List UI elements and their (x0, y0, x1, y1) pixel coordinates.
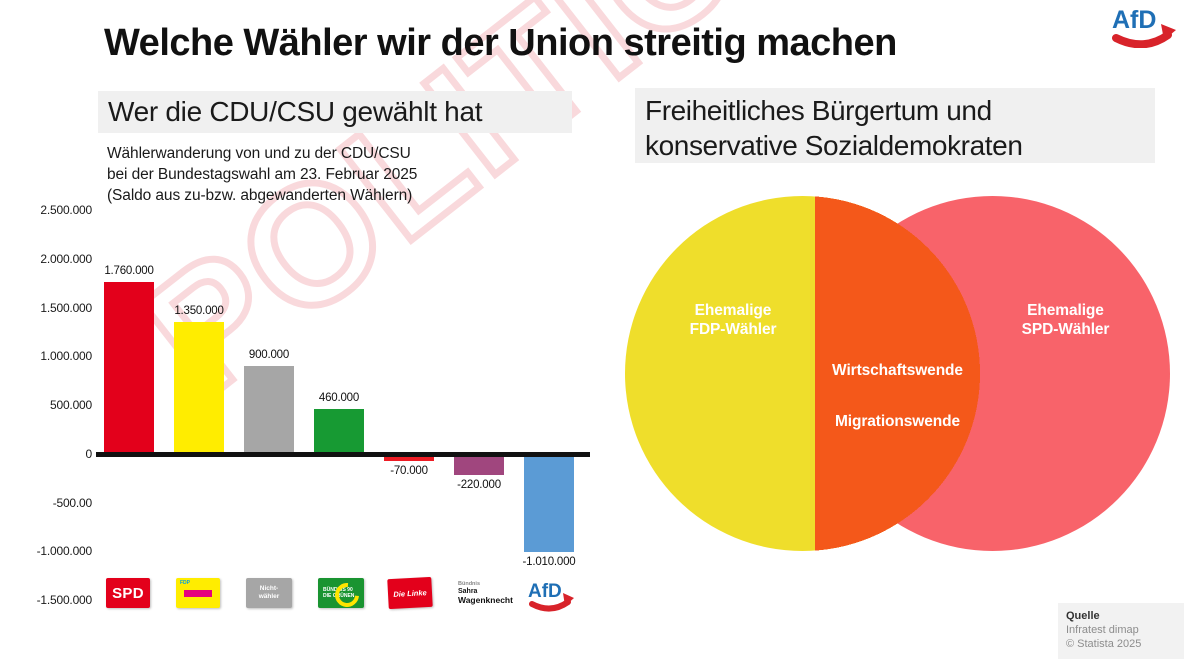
party-logo-bsw: Bündnis Sahra Wagenknecht (458, 578, 520, 608)
gruene-label: BÜNDNIS 90 DIE GRÜNEN (323, 587, 355, 599)
right-panel: Freiheitliches Bürgertum und konservativ… (625, 0, 1192, 667)
venn-title-line-2: konservative Sozialdemokraten (645, 130, 1023, 161)
description-line-3: (Saldo aus zu-bzw. abgewanderten Wählern… (107, 187, 413, 204)
bsw-line-1: Bündnis (458, 581, 480, 587)
party-logo-afd: AfD (526, 578, 578, 612)
fdp-logo-bar (184, 589, 212, 597)
venn-label-migrationswende: Migrationswende (834, 413, 961, 430)
venn-title-background (635, 88, 1155, 163)
venn-title-line-1: Freiheitliches Bürgertum und (645, 95, 992, 126)
linke-logo-text: Die Linke (393, 587, 427, 599)
chart-bar (174, 322, 224, 454)
bsw-line-3: Wagenknecht (458, 594, 513, 605)
afd-logo: AfD (1106, 2, 1184, 49)
bar-value-label: -1.010.000 (522, 556, 576, 569)
source-heading: Quelle (1066, 610, 1100, 622)
y-axis-tick-label: -1.000.000 (36, 544, 93, 559)
bar-value-label: -70.000 (390, 464, 428, 477)
chart-bar (314, 408, 364, 454)
y-axis-labels: 2.500.000 2.000.000 1.500.000 1.000.000 500.… (0, 203, 93, 607)
page-title: Welche Wähler wir der Union streitig mac… (104, 22, 897, 64)
left-panel-description: Wählerwanderung von und zu der CDU/CSU b… (107, 143, 417, 206)
left-subtitle-background (98, 91, 572, 133)
venn-title: Freiheitliches Bürgertum und konservativ… (645, 93, 1023, 163)
svg-text:AfD: AfD (528, 581, 562, 602)
chart-bar (524, 453, 574, 553)
left-panel: Wer die CDU/CSU gewählt hat Wählerwander… (0, 91, 610, 630)
y-axis-tick-label: 2.000.000 (40, 251, 92, 266)
party-logo-spd: SPD (106, 578, 150, 608)
chart-bar (244, 366, 294, 454)
y-axis-tick-label: 1.000.000 (40, 349, 92, 364)
source-attribution: Quelle Infratest dimap © Statista 2025 (1058, 603, 1184, 659)
venn-label-fdp: Ehemalige FDP-Wähler (689, 302, 777, 338)
bar-value-label: -220.000 (457, 479, 501, 492)
bar-chart: 2.500.000 2.000.000 1.500.000 1.000.000 500.… (0, 203, 610, 630)
description-line-1: Wählerwanderung von und zu der CDU/CSU (107, 145, 411, 162)
venn-label-wirtschaftswende: Wirtschaftswende (832, 362, 963, 379)
spd-logo-text: SPD (112, 584, 144, 602)
y-axis-tick-label: 1.500.000 (40, 300, 92, 315)
nonvoter-label: Nicht-wähler (258, 585, 280, 600)
source-line-2: © Statista 2025 (1066, 638, 1142, 650)
y-axis-tick-label: 500.000 (50, 398, 92, 412)
source-line-1: Infratest dimap (1066, 624, 1139, 636)
y-axis-tick-label: 2.500.000 (40, 203, 92, 217)
gruene-sunflower-icon (330, 578, 364, 608)
chart-bar (104, 282, 154, 454)
party-logo-fdp: FDP (176, 578, 220, 608)
venn-diagram: Ehemalige FDP-Wähler Ehemalige SPD-Wähler … (625, 196, 1170, 606)
bar-value-label: 1.350.000 (174, 305, 224, 318)
bar-value-label: 460.000 (318, 391, 360, 404)
left-panel-subtitle: Wer die CDU/CSU gewählt hat (108, 96, 483, 127)
chart-plot-area: 1.760.000 1.350.000 900.000 460.000 -70.000 -… (96, 210, 596, 600)
party-logo-linke: Die Linke (387, 576, 433, 610)
description-line-2: bei der Bundestagswahl am 23. Februar 20… (107, 166, 418, 183)
party-logo-nonvoter: Nicht-wähler (246, 578, 292, 608)
bsw-line-2: Sahra (458, 587, 478, 595)
y-axis-tick-label: -500.00 (52, 495, 93, 510)
zero-axis-line (96, 451, 590, 457)
y-axis-tick-label: -1.500.000 (36, 593, 93, 607)
venn-overlap-region (815, 196, 980, 551)
party-logo-gruene: BÜNDNIS 90 DIE GRÜNEN (318, 578, 364, 608)
venn-label-spd: Ehemalige SPD-Wähler (1021, 302, 1110, 338)
fdp-logo-text: FDP (180, 580, 190, 586)
chart-bar (384, 453, 434, 461)
bar-value-label: 1.760.000 (104, 265, 154, 278)
chart-bar (454, 453, 504, 476)
bar-value-label: 900.000 (248, 349, 290, 361)
y-axis-tick-label: 0 (85, 446, 93, 461)
party-logo-row: SPD FDP Nicht-wähler BÜNDNIS 90 DIE GRÜNE… (96, 576, 596, 620)
svg-text:AfD: AfD (1112, 6, 1156, 34)
